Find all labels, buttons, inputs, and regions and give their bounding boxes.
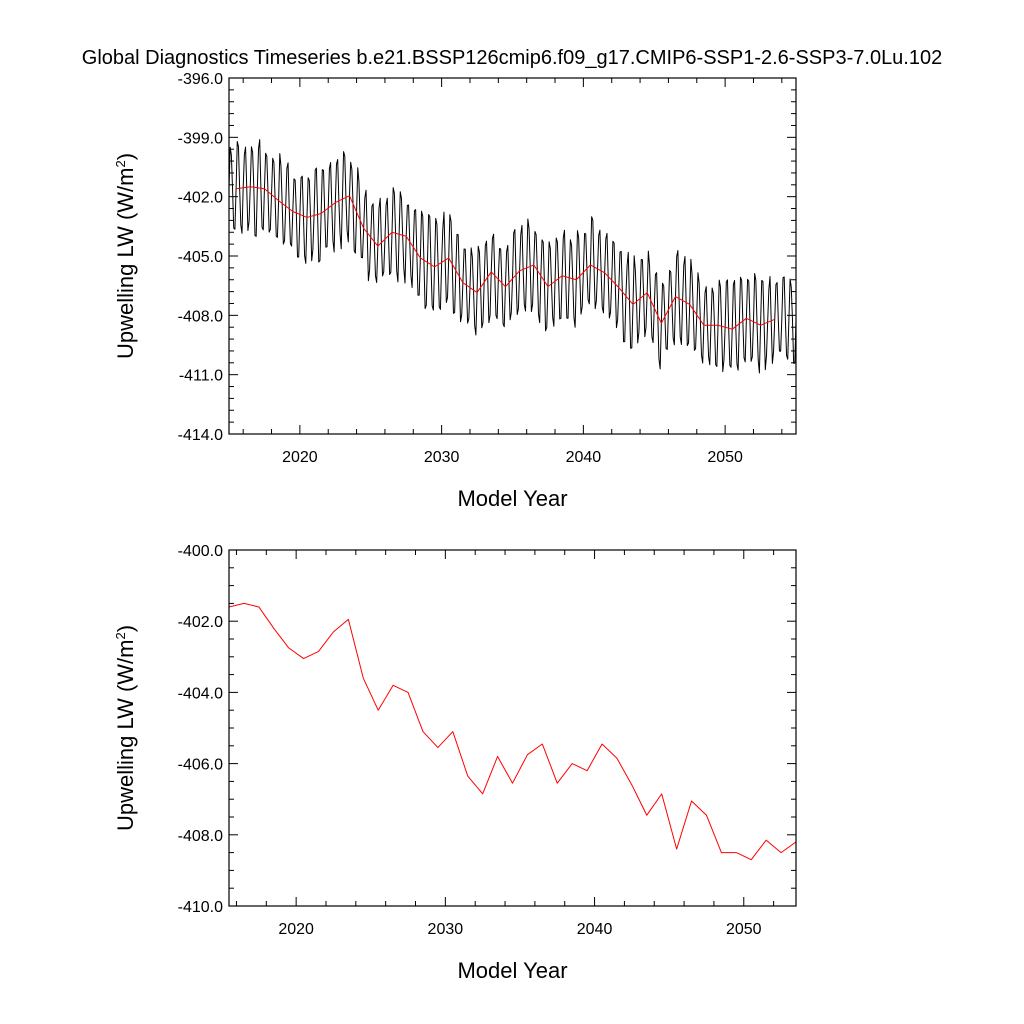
tick-marks [229,549,796,907]
plot-area [229,602,796,861]
y-tick-label: -414.0 [178,427,223,444]
monthly-line [229,139,796,374]
y-tick-label: -410.0 [178,899,223,916]
x-tick-label: 2040 [577,921,613,938]
x-tick-label: 2020 [282,449,318,466]
y-tick-label: -402.0 [178,190,223,207]
x-tick-label: 2040 [566,449,602,466]
tick-marks [229,77,796,435]
y-tick-label: -399.0 [178,130,223,147]
y-tick-label: -408.0 [178,828,223,845]
y-axis-title: Upwelling LW (W/m2) [113,153,138,359]
x-tick-label: 2050 [726,921,762,938]
y-tick-label: -406.0 [178,757,223,774]
x-axis-title: Model Year [457,486,567,511]
y-tick-label: -402.0 [178,614,223,631]
annual-mean-line [236,186,775,330]
plot-frame [228,77,797,435]
annual-mean-line [229,602,796,861]
y-tick-label: -400.0 [178,543,223,560]
top-chart-panel: 2020 2030 2040 2050 -396.0 -399.0 -402.0 -405.0… [113,71,797,511]
x-tick-label: 2020 [278,921,314,938]
x-axis-title: Model Year [457,958,567,983]
y-axis-title: Upwelling LW (W/m2) [113,625,138,831]
plot-frame [228,549,797,907]
y-tick-label: -405.0 [178,249,223,266]
y-tick-label: -396.0 [178,71,223,88]
figure-title: Global Diagnostics Timeseries b.e21.BSSP… [82,47,942,69]
plot-area [229,139,796,374]
x-tick-label: 2050 [707,449,743,466]
y-tick-label: -408.0 [178,308,223,325]
bottom-chart-panel: 2020 2030 2040 2050 -400.0 -402.0 -404.0 -406.0… [113,543,797,983]
y-tick-label: -404.0 [178,685,223,702]
x-tick-label: 2030 [428,921,464,938]
y-tick-label: -411.0 [179,368,223,385]
x-tick-label: 2030 [424,449,460,466]
